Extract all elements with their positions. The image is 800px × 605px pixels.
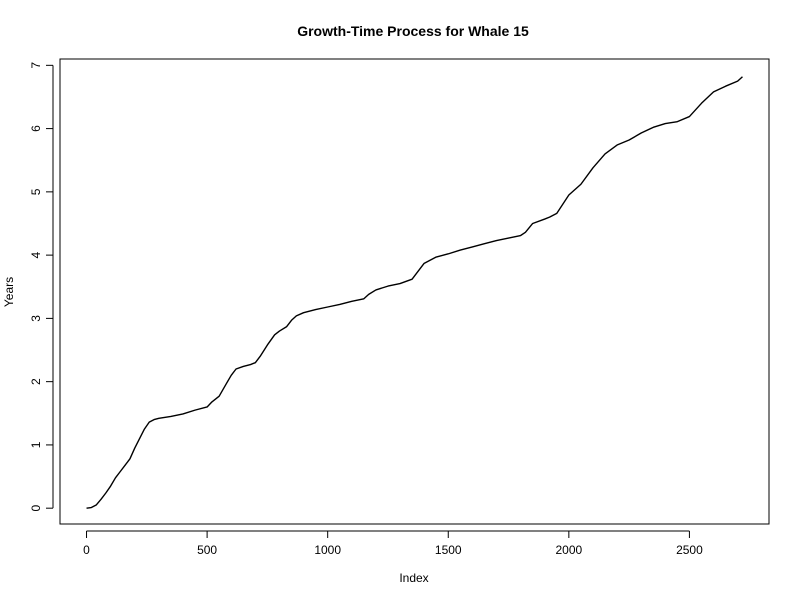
y-tick-label: 2 xyxy=(29,378,43,385)
x-axis: 0 500 1000 1500 2000 2500 xyxy=(83,530,703,557)
plot-frame xyxy=(59,58,770,525)
series-line xyxy=(86,76,743,509)
y-tick-label: 3 xyxy=(29,315,43,322)
x-tick-label: 500 xyxy=(197,543,217,557)
x-tick-label: 2000 xyxy=(555,543,582,557)
series-layer xyxy=(86,76,743,509)
y-tick-label: 0 xyxy=(29,505,43,512)
y-tick-label: 4 xyxy=(29,251,43,258)
chart-title: Growth-Time Process for Whale 15 xyxy=(297,23,529,39)
x-tick-label: 0 xyxy=(83,543,90,557)
y-axis: 0 1 2 3 4 5 6 7 xyxy=(29,62,54,512)
y-axis-label: Years xyxy=(2,277,16,307)
x-tick-label: 1000 xyxy=(314,543,341,557)
x-axis-label: Index xyxy=(399,571,428,585)
y-tick-label: 7 xyxy=(29,62,43,69)
x-tick-label: 2500 xyxy=(676,543,703,557)
x-tick-label: 1500 xyxy=(435,543,462,557)
y-tick-label: 5 xyxy=(29,188,43,195)
y-tick-label: 1 xyxy=(29,441,43,448)
y-tick-label: 6 xyxy=(29,125,43,132)
